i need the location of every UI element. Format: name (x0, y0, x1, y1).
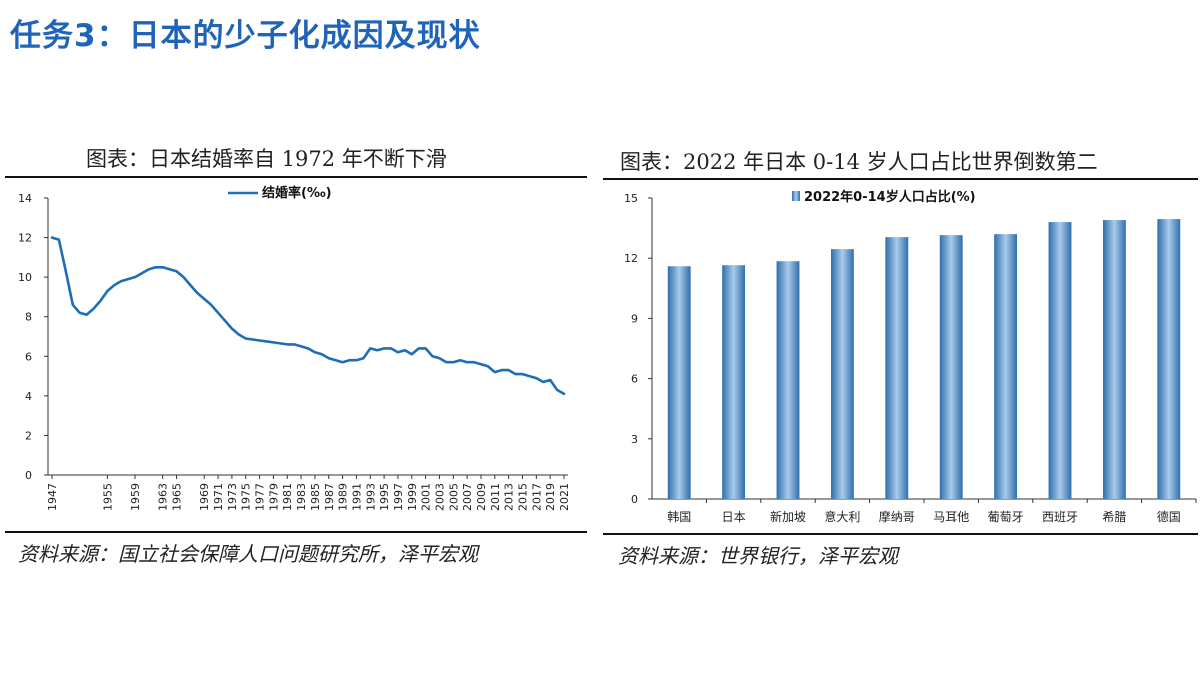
y-tick-label: 0 (631, 493, 638, 506)
x-tick-label: 2019 (544, 483, 557, 511)
x-tick-label: 1969 (198, 483, 211, 511)
x-tick-label: 1989 (337, 483, 350, 511)
y-tick-label: 6 (25, 350, 32, 363)
page-title: 任务3：日本的少子化成因及现状 (10, 18, 481, 54)
y-tick-label: 12 (18, 232, 32, 245)
x-tick-label: 2009 (475, 483, 488, 511)
y-tick-label: 10 (18, 271, 32, 284)
bar (722, 265, 746, 499)
legend-label: 结婚率(‰) (262, 185, 332, 201)
bar (1102, 220, 1126, 499)
bar (885, 237, 909, 499)
x-tick-label: 2021 (558, 483, 571, 511)
x-category-label: 德国 (1157, 509, 1181, 524)
x-tick-label: 1963 (157, 483, 170, 511)
x-tick-label: 1983 (295, 483, 308, 511)
child-population-bar-chart: 0 3 6 9 12 15 韩国 日本 新加坡 意大利 摩纳哥 马耳他 葡萄牙 西班牙 希腊 德国 2022年0… (624, 189, 1197, 524)
x-tick-label: 1959 (129, 483, 142, 511)
x-category-label: 日本 (722, 510, 746, 524)
y-tick-label: 12 (624, 252, 638, 265)
x-tick-label: 2013 (503, 483, 516, 511)
x-category-label: 意大利 (824, 509, 860, 524)
x-tick-label: 1995 (378, 483, 391, 511)
x-tick-label: 1977 (254, 483, 267, 511)
bar (939, 235, 963, 499)
x-tick-label: 1971 (212, 483, 225, 511)
legend-label: 2022年0-14岁人口占比(%) (804, 189, 976, 205)
x-tick-label: 1947 (46, 483, 59, 511)
x-tick-label: 1979 (267, 483, 280, 511)
x-tick-label: 1985 (309, 483, 322, 511)
x-tick-label: 2011 (489, 483, 502, 511)
x-tick-label: 1981 (281, 483, 294, 511)
right-chart-caption: 图表：2022 年日本 0-14 岁人口占比世界倒数第二 (620, 150, 1098, 174)
x-tick-label: 2015 (516, 483, 529, 511)
x-category-label: 韩国 (667, 509, 691, 524)
y-tick-label: 3 (631, 433, 638, 446)
y-tick-label: 2 (25, 429, 32, 442)
x-category-label: 马耳他 (933, 510, 969, 524)
left-chart-caption: 图表：日本结婚率自 1972 年不断下滑 (86, 147, 447, 171)
x-tick-label: 2017 (530, 483, 543, 511)
right-bottom-rule (603, 533, 1198, 535)
x-tick-label: 1987 (323, 483, 336, 511)
legend-bar-swatch (792, 191, 800, 201)
x-tick-label: 1991 (350, 483, 363, 511)
left-chart-source: 资料来源：国立社会保障人口问题研究所，泽平宏观 (18, 542, 478, 566)
x-tick-label: 1975 (240, 483, 253, 511)
y-tick-label: 14 (18, 192, 32, 205)
right-chart-source: 资料来源：世界银行，泽平宏观 (618, 544, 898, 568)
right-top-rule (603, 178, 1198, 180)
bar (1048, 222, 1072, 499)
x-tick-label: 1965 (171, 483, 184, 511)
x-tick-label: 2007 (461, 483, 474, 511)
bar (776, 261, 800, 499)
y-tick-label: 0 (25, 469, 32, 482)
bar (667, 266, 691, 499)
x-tick-label: 2005 (447, 483, 460, 511)
y-tick-label: 9 (631, 312, 638, 325)
x-tick-label: 2001 (420, 483, 433, 511)
x-tick-label: 1999 (406, 483, 419, 511)
y-tick-label: 4 (25, 390, 32, 403)
bar (830, 249, 854, 499)
bar (994, 234, 1018, 499)
x-category-label: 希腊 (1102, 509, 1126, 524)
x-category-label: 西班牙 (1042, 510, 1078, 524)
left-top-rule (5, 176, 587, 178)
x-tick-label: 1997 (392, 483, 405, 511)
x-tick-label: 1973 (226, 483, 239, 511)
x-tick-label: 1955 (101, 483, 114, 511)
x-category-label: 新加坡 (770, 509, 806, 524)
x-tick-label: 2003 (433, 483, 446, 511)
bar (1157, 219, 1181, 499)
x-category-label: 摩纳哥 (879, 509, 915, 524)
legend: 2022年0-14岁人口占比(%) (792, 189, 976, 205)
y-tick-label: 15 (624, 192, 638, 205)
x-tick-label: 1993 (364, 483, 377, 511)
y-tick-label: 6 (631, 373, 638, 386)
left-bottom-rule (5, 531, 587, 533)
y-tick-label: 8 (25, 311, 32, 324)
marriage-rate-series-line (50, 236, 566, 396)
x-category-label: 葡萄牙 (988, 510, 1024, 524)
legend: 结婚率(‰) (228, 185, 332, 201)
